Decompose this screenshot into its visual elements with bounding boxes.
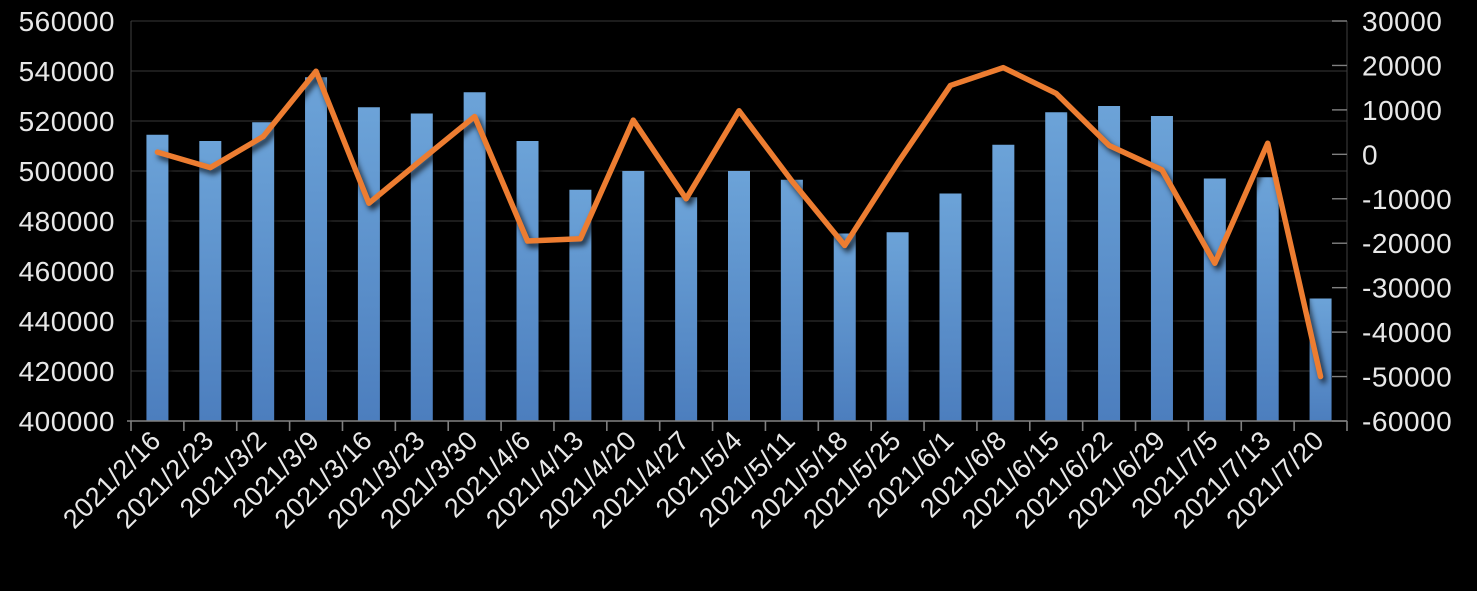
line-series: [154, 64, 1324, 380]
left-axis-label: 440000: [19, 306, 115, 337]
left-axis-label: 500000: [19, 156, 115, 187]
left-axis-label: 420000: [19, 356, 115, 387]
bar-2021/4/6: [516, 141, 539, 421]
right-axis-label: -40000: [1362, 317, 1452, 348]
bar-2021/6/1: [939, 193, 962, 421]
bar-2021/7/5: [1203, 178, 1226, 421]
left-axis-label: 560000: [19, 6, 115, 37]
bar-2021/3/2: [252, 122, 275, 421]
bar-2021/5/11: [780, 179, 803, 421]
bar-2021/2/16: [146, 134, 169, 421]
bar-2021/3/30: [463, 92, 486, 421]
right-axis-label: 10000: [1362, 95, 1442, 126]
bar-series: [146, 77, 1332, 421]
left-axis-label: 520000: [19, 106, 115, 137]
bar-2021/7/13: [1256, 177, 1279, 421]
right-axis-label: 20000: [1362, 50, 1442, 81]
bar-2021/3/23: [410, 113, 433, 421]
bar-2021/7/20: [1309, 298, 1332, 421]
bar-2021/5/18: [833, 233, 856, 421]
left-axis-label: 400000: [19, 406, 115, 437]
right-axis-label: -50000: [1362, 362, 1452, 393]
line-path: [154, 64, 1324, 380]
left-axis-label: 540000: [19, 56, 115, 87]
right-axis-label: -20000: [1362, 228, 1452, 259]
left-axis-label: 480000: [19, 206, 115, 237]
right-axis-label: -30000: [1362, 273, 1452, 304]
left-axis-label: 460000: [19, 256, 115, 287]
bar-2021/6/29: [1150, 116, 1173, 421]
right-axis-label: 0: [1362, 139, 1378, 170]
bar-2021/5/4: [728, 171, 750, 421]
bar-2021/2/23: [199, 141, 222, 421]
bar-2021/4/13: [569, 189, 592, 421]
right-axis-label: -10000: [1362, 184, 1452, 215]
right-axis-label: -60000: [1362, 406, 1452, 437]
bar-2021/6/15: [1045, 112, 1068, 421]
bar-2021/3/16: [357, 107, 380, 421]
right-axis-label: 30000: [1362, 6, 1442, 37]
bar-2021/5/25: [886, 232, 909, 421]
bar-2021/4/27: [675, 197, 698, 421]
bar-2021/6/8: [992, 144, 1015, 421]
bar-2021/3/9: [305, 77, 328, 421]
bar-2021/4/20: [622, 171, 645, 421]
bar-2021/6/22: [1098, 106, 1121, 421]
